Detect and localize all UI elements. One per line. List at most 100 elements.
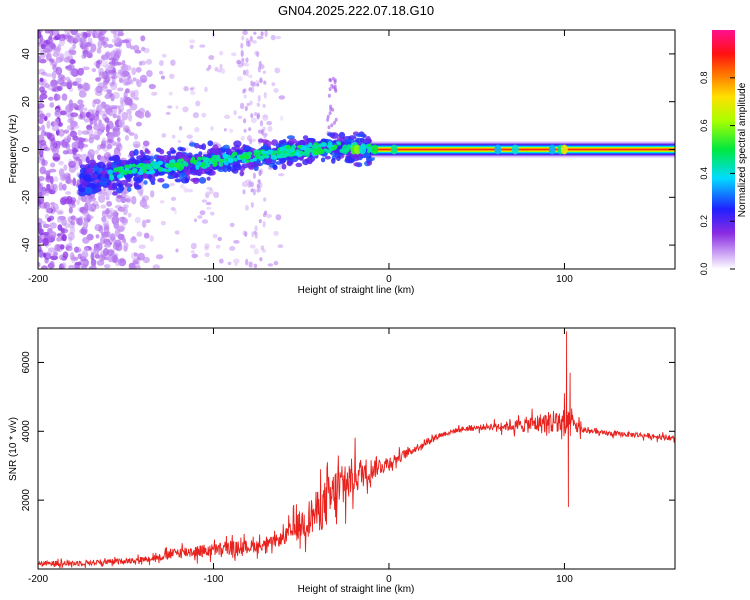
burst-blob [328, 111, 332, 116]
noise-blob [81, 263, 87, 269]
noise-blob [67, 232, 75, 241]
streak-blob [263, 197, 267, 202]
noise-blob [78, 136, 84, 145]
noise-blob [106, 200, 113, 207]
ridge-core [141, 164, 148, 170]
noise-blob [127, 212, 132, 218]
noise-blob [65, 143, 71, 151]
noise-blob [137, 252, 146, 261]
streak-blob [249, 139, 253, 145]
noise-blob [204, 86, 208, 93]
ridge-halo [187, 152, 193, 159]
streak-blob [257, 94, 261, 103]
snr-panel: -200 -100 0 100 2000 4000 6000 Height of stra… [8, 327, 676, 595]
noise-blob [270, 34, 276, 41]
noise-blob [189, 44, 194, 49]
streak-blob [245, 69, 249, 77]
y-tick-label: 40 [21, 48, 32, 60]
noise-blob [72, 177, 77, 187]
noise-blob [47, 36, 54, 45]
streak-blob [257, 182, 261, 186]
noise-blob [56, 236, 62, 242]
y-tick-label: 4000 [21, 420, 32, 443]
y-tick-label: 6000 [21, 351, 32, 374]
ridge-core [169, 163, 174, 168]
noise-blob [78, 158, 83, 167]
noise-blob [61, 262, 67, 269]
noise-blob [65, 34, 73, 43]
ridge-core [279, 146, 286, 151]
noise-blob [75, 161, 79, 170]
noise-blob [48, 168, 57, 173]
noise-blob [234, 262, 238, 267]
burst-blob [330, 123, 334, 128]
noise-blob [49, 58, 55, 63]
ridge-halo [126, 187, 132, 192]
ridge-halo [345, 156, 353, 163]
noise-blob [69, 49, 77, 56]
streak-blob [252, 81, 256, 87]
ridge-blob [511, 144, 519, 155]
noise-blob [38, 261, 41, 268]
ridge-halo [286, 160, 293, 167]
noise-blob [146, 70, 153, 77]
noise-blob [113, 30, 117, 36]
noise-blob [41, 158, 46, 166]
ridge-core [113, 167, 119, 173]
ridge-core [246, 151, 253, 156]
noise-blob [169, 182, 175, 187]
noise-blob [79, 36, 87, 44]
noise-blob [77, 83, 83, 89]
streak-blob [242, 189, 246, 195]
ridge-halo [295, 162, 303, 168]
noise-blob [75, 156, 80, 161]
noise-blob [115, 48, 122, 55]
noise-blob [106, 249, 115, 256]
ridge-halo [233, 140, 242, 148]
noise-blob [82, 49, 88, 58]
streak-blob [245, 57, 249, 63]
ridge-blob [390, 144, 398, 155]
streak-blob [262, 212, 267, 218]
noise-blob [68, 207, 73, 214]
noise-blob [124, 135, 129, 141]
streak-blob [244, 231, 248, 237]
noise-blob [130, 79, 134, 85]
noise-blob [103, 244, 111, 248]
ridge-core [317, 143, 324, 148]
noise-blob [57, 215, 62, 223]
noise-blob [91, 68, 97, 73]
noise-blob [86, 203, 93, 211]
ridge-core [110, 175, 115, 180]
ridge-halo [355, 133, 365, 137]
noise-blob [53, 93, 58, 102]
noise-blob [100, 236, 106, 245]
noise-blob [237, 115, 243, 120]
x-tick-label: -200 [28, 274, 48, 285]
ridge-halo [159, 149, 165, 155]
noise-blob [128, 262, 136, 269]
noise-blob [104, 241, 111, 246]
noise-blob [121, 237, 127, 243]
ridge-blob [359, 144, 367, 155]
noise-blob [84, 221, 88, 230]
ridge-core [203, 159, 208, 163]
noise-blob [46, 217, 52, 222]
noise-blob [38, 47, 43, 52]
colorbar-tick-label: 0.2 [699, 215, 709, 228]
ridge-halo [178, 173, 185, 180]
noise-blob [96, 259, 105, 266]
noise-blob [233, 240, 240, 244]
noise-blob [144, 110, 150, 118]
noise-blob [133, 252, 138, 257]
noise-blob [68, 264, 75, 269]
streak-blob [257, 65, 261, 73]
noise-blob [186, 134, 193, 139]
noise-blob [195, 100, 201, 107]
noise-blob [39, 113, 46, 120]
streak-blob [242, 69, 247, 76]
ridge-core [297, 145, 303, 149]
noise-blob [229, 246, 236, 251]
noise-blob [143, 232, 150, 239]
y-tick-label: 2000 [21, 489, 32, 512]
